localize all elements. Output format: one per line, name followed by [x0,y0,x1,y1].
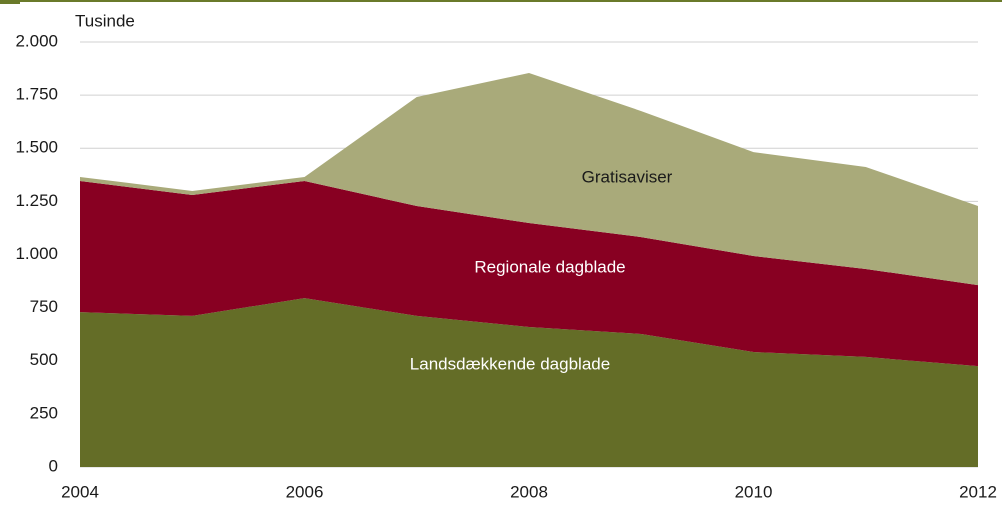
area [80,298,978,467]
y-tick-label: 250 [30,403,58,422]
area [80,180,978,367]
area [80,73,978,286]
y-tick-label: 2.000 [15,31,58,50]
y-tick-label: 1.500 [15,138,58,157]
top-border [0,0,1002,2]
y-tick-label: 1.750 [15,85,58,104]
series-label: Landsdækkende dagblade [410,354,610,373]
y-tick-label: 0 [49,456,58,475]
x-tick-label: 2010 [735,482,773,501]
series-label: Regionale dagblade [474,257,625,276]
areas [80,73,978,467]
y-axis-label: Tusinde [75,11,135,30]
y-tick-label: 750 [30,297,58,316]
series-label: Gratisaviser [582,167,673,186]
y-tick-label: 500 [30,350,58,369]
x-tick-label: 2008 [510,482,548,501]
x-tick-label: 2004 [61,482,99,501]
y-tick-label: 1.000 [15,244,58,263]
top-accent [0,0,20,4]
y-tick-label: 1.250 [15,191,58,210]
x-tick-label: 2006 [286,482,324,501]
x-tick-label: 2012 [959,482,997,501]
